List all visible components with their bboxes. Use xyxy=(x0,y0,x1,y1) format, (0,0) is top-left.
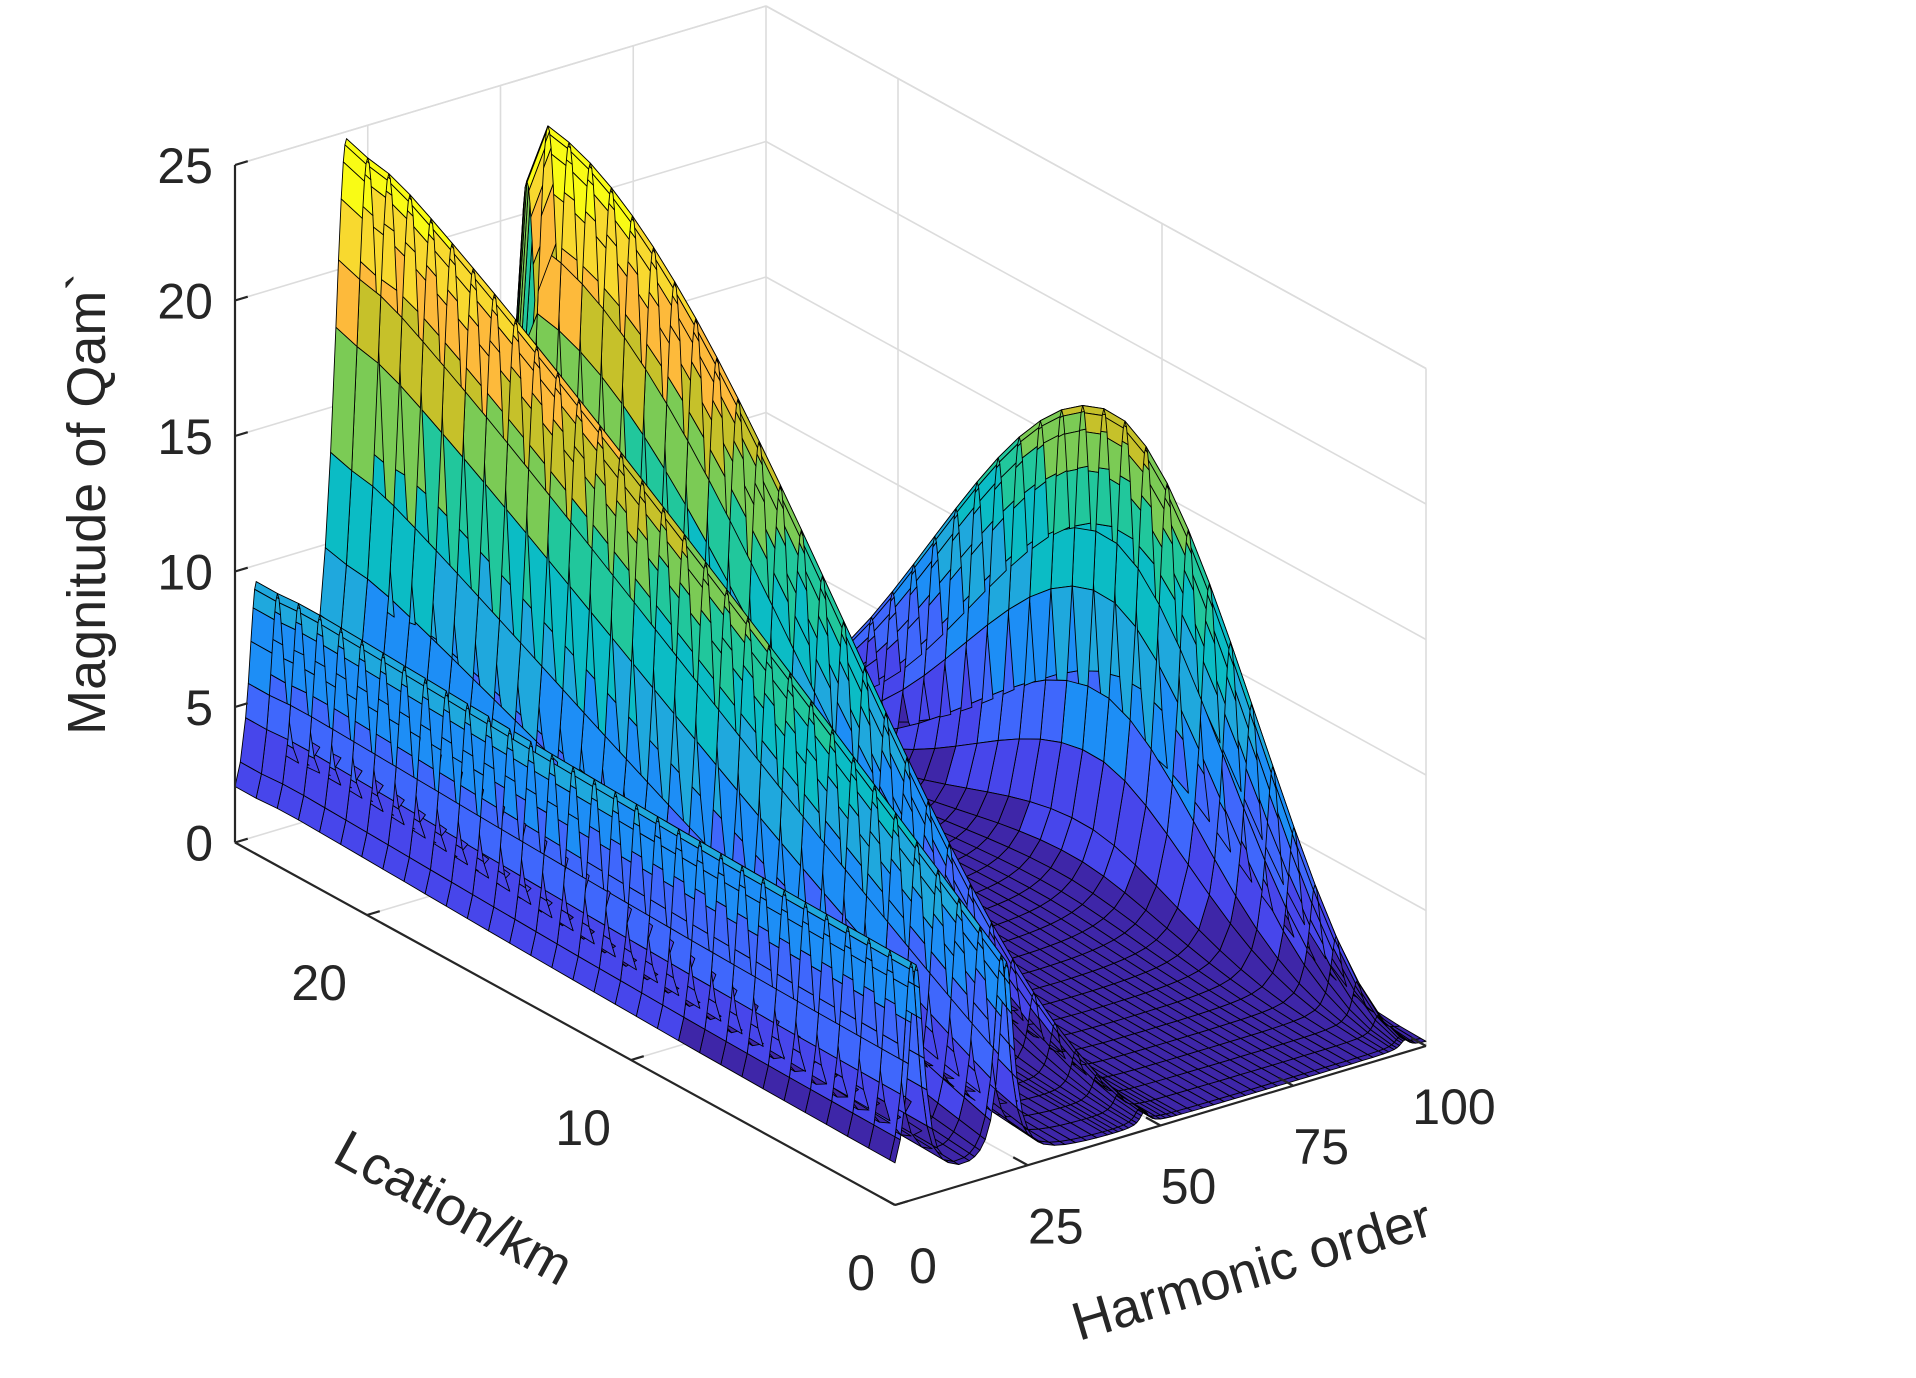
surface-plot xyxy=(234,125,1427,1166)
x-tick-mark xyxy=(1145,1116,1162,1127)
grid-line xyxy=(765,140,1427,505)
x-tick-label: 100 xyxy=(1412,1079,1495,1135)
surface-patch xyxy=(330,326,358,472)
wall-edge xyxy=(765,5,1427,370)
y-tick-mark xyxy=(630,1055,645,1062)
y-tick-mark xyxy=(366,910,381,917)
surface-patch xyxy=(324,451,353,566)
surface-patch xyxy=(234,761,262,799)
x-tick-mark xyxy=(1278,1076,1294,1087)
tick-labels: 0 25 50 75 100 0 10 20 0 5 10 15 20 25 xyxy=(157,138,1495,1301)
z-tick-label: 15 xyxy=(157,409,213,465)
z-tick-label: 5 xyxy=(185,680,213,736)
z-tick-label: 20 xyxy=(157,274,213,330)
x-tick-mark xyxy=(879,1196,896,1206)
z-tick-mark xyxy=(234,295,249,302)
z-tick-label: 25 xyxy=(157,138,213,194)
surface-patch xyxy=(1050,527,1076,590)
y-tick-label: 20 xyxy=(291,955,347,1011)
y-axis-label: Lcation/km xyxy=(325,1119,583,1297)
y-tick-mark xyxy=(894,1200,909,1207)
wall-edge xyxy=(234,5,767,166)
y-axis-line xyxy=(234,841,896,1206)
x-tick-mark xyxy=(1410,1037,1427,1047)
z-tick-mark xyxy=(234,160,249,167)
z-tick-mark xyxy=(234,431,249,438)
x-tick-label: 50 xyxy=(1161,1159,1217,1215)
surface-patch xyxy=(1071,527,1097,591)
grid-line xyxy=(234,140,767,302)
x-tick-label: 25 xyxy=(1028,1198,1084,1254)
z-tick-label: 10 xyxy=(157,545,213,601)
y-tick-label: 10 xyxy=(555,1100,611,1156)
x-tick-label: 75 xyxy=(1293,1119,1349,1175)
z-tick-mark xyxy=(234,702,249,709)
x-tick-mark xyxy=(1012,1156,1029,1167)
z-tick-mark xyxy=(234,566,249,573)
x-tick-label: 0 xyxy=(909,1238,937,1294)
z-axis-label: Magnitude of Qam` xyxy=(57,273,117,735)
x-axis-label: Harmonic order xyxy=(1065,1188,1439,1352)
y-tick-label: 0 xyxy=(847,1245,875,1301)
z-tick-label: 0 xyxy=(185,816,213,872)
z-tick-mark xyxy=(234,837,249,844)
